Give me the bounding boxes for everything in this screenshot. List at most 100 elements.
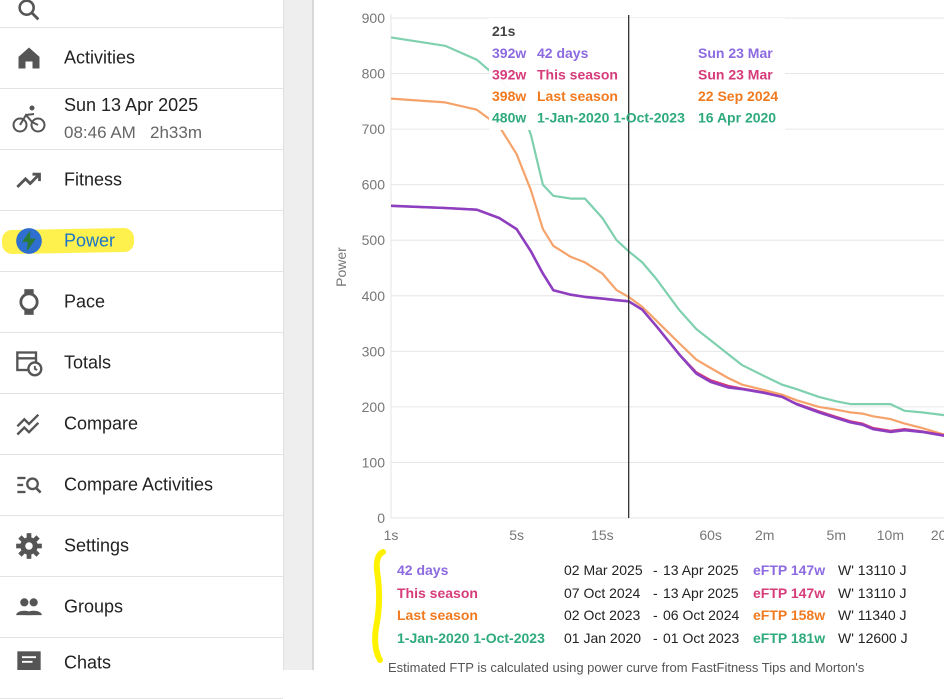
tooltip-series-name: 42 days [537,45,589,61]
footnote: Estimated FTP is calculated using power … [388,660,865,675]
activity-time-row: 08:46 AM 2h33m [64,123,202,143]
sidebar-item-label: Pace [64,291,106,312]
series-line-2 [390,97,944,436]
sidebar-item-compare[interactable]: Compare [0,394,283,455]
y-tick-label: 0 [377,510,385,526]
sidebar-item-label: Compare [64,413,139,434]
list-search-icon [15,471,43,499]
gear-icon [15,532,43,560]
sidebar-item-label: Power [64,230,116,251]
x-tick-label: 2m [755,527,774,543]
legend-dash: - [653,607,658,623]
bike-icon [12,104,46,134]
y-tick-label: 500 [362,232,386,248]
legend-range-start: 02 Mar 2025 [564,562,643,578]
y-axis-label: Power [333,247,349,287]
legend-wprime: W' 12600 J [838,629,908,646]
sidebar-item-label: Chats [64,652,112,673]
power-curve-chart[interactable]: 0 100 200 300 400 500 600 700 800 900 1s 5s 15s 60s 2… [0,0,944,670]
tooltip-power: 480w [492,110,526,126]
legend-range-end: 06 Oct 2024 [663,607,740,623]
sidebar-item-label: Settings [64,535,130,556]
tooltip-date: 22 Sep 2024 [698,88,778,104]
sidebar-item-compare-activities[interactable]: Compare Activities [0,455,283,516]
x-tick-label: 20m [931,527,944,543]
tooltip-date: Sun 23 Mar [698,67,773,83]
y-axis: 0 100 200 300 400 500 600 700 800 900 [362,10,386,526]
activity-duration: 2h33m [150,123,202,142]
tooltip-power: 398w [492,88,526,104]
legend-range-start: 01 Jan 2020 [564,629,642,646]
x-axis: 1s5s15s60s2m5m10m20m30m [384,527,944,543]
sidebar-item-pace[interactable]: Pace [0,272,283,333]
calendar-clock-icon [15,349,43,377]
y-tick-label: 600 [362,177,386,193]
legend-range-end: 01 Oct 2023 [663,629,740,646]
tooltip-power: 392w [492,45,526,61]
highlight-bracket [372,549,386,663]
sidebar-item-groups[interactable]: Groups [0,577,283,638]
y-tick-label: 700 [362,121,386,137]
legend-range-end: 13 Apr 2025 [663,584,739,601]
legend-range-start: 07 Oct 2024 [564,584,641,601]
legend-range-start: 02 Oct 2023 [564,607,641,623]
trending-up-icon [15,166,43,194]
x-tick-label: 10m [877,527,904,543]
search-icon [15,0,43,24]
tooltip-date: 16 Apr 2020 [698,110,776,126]
legend-dash: - [653,562,658,578]
sidebar-item-activities[interactable]: Activities [0,28,283,89]
sidebar-item-label: Fitness [64,169,123,190]
y-tick-label: 800 [362,66,386,82]
sidebar-item-search[interactable] [0,0,283,28]
legend-dash: - [653,584,658,601]
sidebar-item-power[interactable]: Power [0,211,283,272]
tooltip-title: 21s [492,23,516,39]
tooltip-series-name: This season [537,67,618,83]
legend-eftp: eFTP 147w [753,562,826,578]
tooltip-date: Sun 23 Mar [698,45,773,61]
tooltip-power: 392w [492,67,526,83]
group-icon [15,593,43,621]
sidebar-item-settings[interactable]: Settings [0,516,283,577]
tooltip: 21s 392w 42 days Sun 23 Mar 392w This season S… [492,23,778,126]
legend-wprime: W' 13110 J [838,584,907,601]
sidebar-item-totals[interactable]: Totals [0,333,283,394]
series-line-0 [390,204,944,438]
series-lines [390,36,944,438]
chat-icon [15,649,43,677]
tooltip-series-name: 1-Jan-2020 1-Oct-2023 [537,110,685,126]
x-tick-label: 5m [827,527,846,543]
y-tick-label: 300 [362,343,386,359]
sidebar-item-label: Groups [64,596,124,617]
home-icon [15,44,43,72]
sidebar-item-label: Compare Activities [64,474,214,495]
y-tick-label: 400 [362,288,386,304]
legend-wprime: W' 13110 J [838,562,907,578]
sidebar: Activities Sun 13 Apr 2025 08:46 AM 2h33… [0,0,284,699]
x-tick-label: 5s [509,527,524,543]
legend-eftp: eFTP 158w [753,607,826,623]
y-tick-label: 200 [362,399,386,415]
legend-eftp: eFTP 147w [753,584,826,601]
sidebar-item-current-activity[interactable] [0,89,283,150]
x-tick-label: 60s [699,527,722,543]
legend-name: This season [397,584,478,601]
legend-name: 42 days [397,562,449,578]
legend-name: 1-Jan-2020 1-Oct-2023 [397,629,545,646]
panel-gutter [284,0,312,670]
x-tick-label: 1s [384,527,399,543]
watch-icon [15,288,43,316]
compare-chart-icon [15,410,43,438]
sidebar-item-label: Totals [64,352,112,373]
legend-dash: - [653,629,658,646]
sidebar-item-fitness[interactable]: Fitness [0,150,283,211]
series-line-1 [390,204,944,437]
tooltip-series-name: Last season [537,88,618,104]
legend-range-end: 13 Apr 2025 [663,562,739,578]
legend-eftp: eFTP 181w [753,629,826,646]
sidebar-item-label: Activities [64,47,136,68]
legend-wprime: W' 11340 J [838,607,907,623]
series-line-3 [390,36,944,417]
activity-time: 08:46 AM [64,123,136,142]
